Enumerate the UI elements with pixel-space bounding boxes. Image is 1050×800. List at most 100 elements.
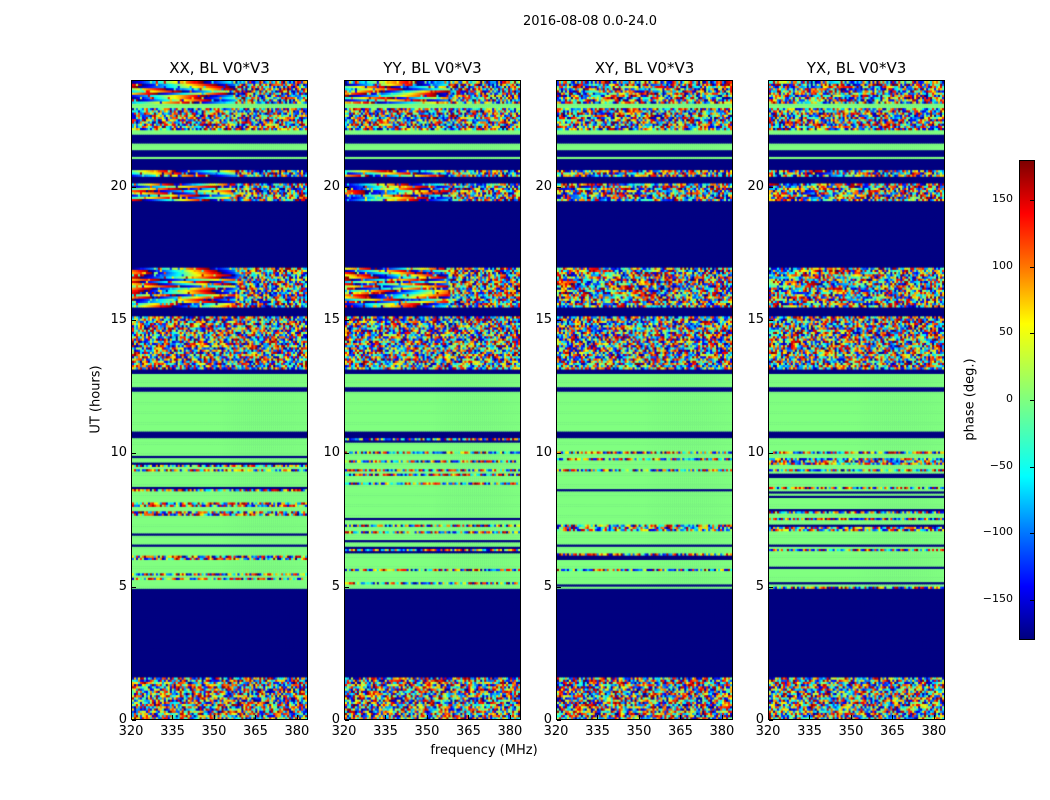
y-tick-label: 20 — [747, 178, 764, 194]
x-tick-label: 335 — [160, 724, 185, 739]
y-tick-label: 10 — [323, 445, 340, 461]
x-tick-mark — [131, 715, 132, 719]
x-tick-label: 380 — [284, 724, 310, 739]
y-tick-label: 0 — [755, 712, 764, 727]
x-tick-mark — [680, 715, 682, 719]
y-tick-mark — [769, 186, 773, 188]
y-tick-mark — [557, 586, 561, 588]
y-tick-mark — [769, 320, 773, 321]
y-tick-mark — [769, 720, 773, 721]
x-tick-label: 320 — [543, 724, 569, 739]
y-tick-label: 15 — [323, 312, 340, 327]
y-tick-label: 5 — [118, 578, 127, 594]
y-tick-mark — [132, 720, 136, 721]
x-tick-label: 335 — [797, 724, 822, 739]
x-tick-mark — [638, 715, 640, 719]
x-tick-label: 350 — [626, 724, 652, 739]
panel-title: YY, BL V0*V3 — [383, 59, 482, 77]
y-tick-label: 5 — [755, 578, 764, 594]
x-tick-label: 380 — [921, 724, 947, 739]
y-tick-label: 20 — [110, 178, 127, 194]
y-tick-label: 20 — [323, 178, 340, 194]
colorbar-tick-mark — [1030, 600, 1034, 601]
x-tick-label: 335 — [373, 724, 398, 739]
colorbar-tick-label: 50 — [999, 325, 1013, 339]
x-tick-mark — [768, 715, 769, 719]
colorbar-tick-mark — [1030, 333, 1034, 335]
x-tick-mark — [385, 715, 387, 719]
x-tick-mark — [468, 715, 470, 719]
x-tick-mark — [597, 715, 599, 719]
y-tick-mark — [769, 586, 773, 588]
x-tick-mark — [509, 715, 511, 719]
colorbar-tick-label: −50 — [989, 458, 1013, 472]
y-tick-mark — [557, 186, 561, 188]
x-tick-label: 365 — [880, 724, 905, 739]
y-axis-label: UT (hours) — [88, 365, 104, 434]
y-tick-mark — [345, 586, 349, 588]
phase-image — [132, 81, 307, 719]
phase-image — [345, 81, 520, 719]
colorbar-tick-mark — [1030, 533, 1034, 535]
x-tick-mark — [809, 715, 811, 719]
y-tick-mark — [132, 320, 136, 321]
colorbar-tick-label: 100 — [992, 258, 1013, 272]
y-tick-mark — [345, 320, 349, 321]
x-tick-mark — [556, 715, 557, 719]
figure-title: 2016-08-08 0.0-24.0 — [523, 14, 657, 29]
colorbar-tick-label: −150 — [982, 592, 1013, 605]
y-tick-mark — [557, 720, 561, 721]
y-tick-label: 0 — [331, 712, 340, 727]
x-tick-label: 320 — [331, 724, 357, 739]
x-tick-mark — [296, 715, 298, 719]
waterfall-panel — [556, 80, 733, 720]
y-tick-label: 0 — [543, 712, 552, 727]
colorbar-tick-label: 0 — [1006, 392, 1013, 405]
y-tick-mark — [345, 453, 349, 455]
x-tick-label: 350 — [201, 724, 227, 739]
y-tick-label: 10 — [747, 445, 764, 461]
phase-image — [557, 81, 732, 719]
x-tick-label: 380 — [497, 724, 523, 739]
colorbar-tick-mark — [1030, 466, 1034, 468]
y-tick-label: 0 — [118, 712, 127, 727]
x-tick-mark — [172, 715, 174, 719]
x-tick-label: 350 — [838, 724, 864, 739]
x-tick-mark — [850, 715, 852, 719]
y-tick-label: 15 — [110, 312, 127, 327]
x-tick-mark — [426, 715, 428, 719]
y-tick-mark — [769, 453, 773, 455]
x-tick-mark — [892, 715, 894, 719]
waterfall-panel — [768, 80, 945, 720]
x-axis-label: frequency (MHz) — [430, 743, 538, 758]
y-tick-mark — [557, 453, 561, 455]
y-tick-label: 5 — [543, 578, 552, 594]
y-tick-label: 10 — [110, 445, 127, 461]
x-tick-mark — [344, 715, 345, 719]
colorbar-tick-label: −100 — [982, 525, 1013, 539]
waterfall-panel — [131, 80, 308, 720]
phase-image — [769, 81, 944, 719]
x-tick-mark — [721, 715, 723, 719]
panel-title: XX, BL V0*V3 — [169, 59, 270, 77]
y-tick-mark — [345, 186, 349, 188]
x-tick-label: 380 — [709, 724, 735, 739]
y-tick-mark — [132, 586, 136, 588]
x-tick-mark — [255, 715, 257, 719]
x-tick-label: 365 — [668, 724, 693, 739]
x-tick-label: 320 — [118, 724, 144, 739]
y-tick-label: 15 — [535, 312, 552, 327]
x-tick-label: 320 — [755, 724, 781, 739]
y-tick-label: 15 — [747, 312, 764, 327]
x-tick-label: 335 — [585, 724, 610, 739]
x-tick-mark — [213, 715, 215, 719]
y-tick-mark — [557, 320, 561, 321]
x-tick-label: 350 — [414, 724, 440, 739]
y-tick-label: 10 — [535, 445, 552, 461]
y-tick-mark — [345, 720, 349, 721]
y-tick-label: 20 — [535, 178, 552, 194]
panel-title: YX, BL V0*V3 — [806, 59, 907, 77]
colorbar-tick-mark — [1030, 200, 1034, 201]
colorbar-tick-label: 150 — [992, 192, 1013, 205]
